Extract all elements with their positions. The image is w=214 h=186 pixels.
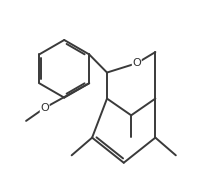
Text: O: O bbox=[40, 103, 49, 113]
Text: O: O bbox=[132, 58, 141, 68]
